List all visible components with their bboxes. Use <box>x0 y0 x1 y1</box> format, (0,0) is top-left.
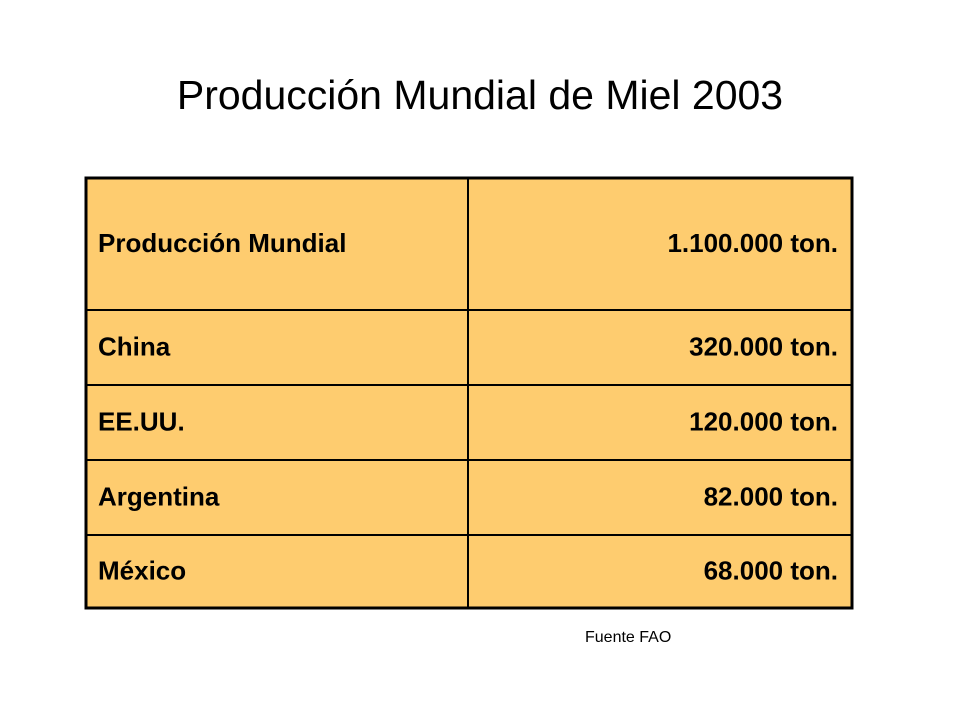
source-note: Fuente FAO <box>585 629 671 646</box>
country-cell: China <box>98 331 171 361</box>
production-cell: 320.000 ton. <box>689 331 838 361</box>
country-cell: EE.UU. <box>98 406 185 436</box>
production-cell: 82.000 ton. <box>704 481 838 511</box>
production-cell: 68.000 ton. <box>704 555 838 585</box>
country-cell: Producción Mundial <box>98 228 346 258</box>
production-cell: 120.000 ton. <box>689 406 838 436</box>
country-cell: México <box>98 555 186 585</box>
table: Producción Mundial 1.100.000 ton. China 320… <box>84 176 854 610</box>
title: Producción Mundial de Miel 2003 <box>177 72 783 118</box>
country-cell: Argentina <box>98 481 220 511</box>
production-cell: 1.100.000 ton. <box>667 228 838 258</box>
